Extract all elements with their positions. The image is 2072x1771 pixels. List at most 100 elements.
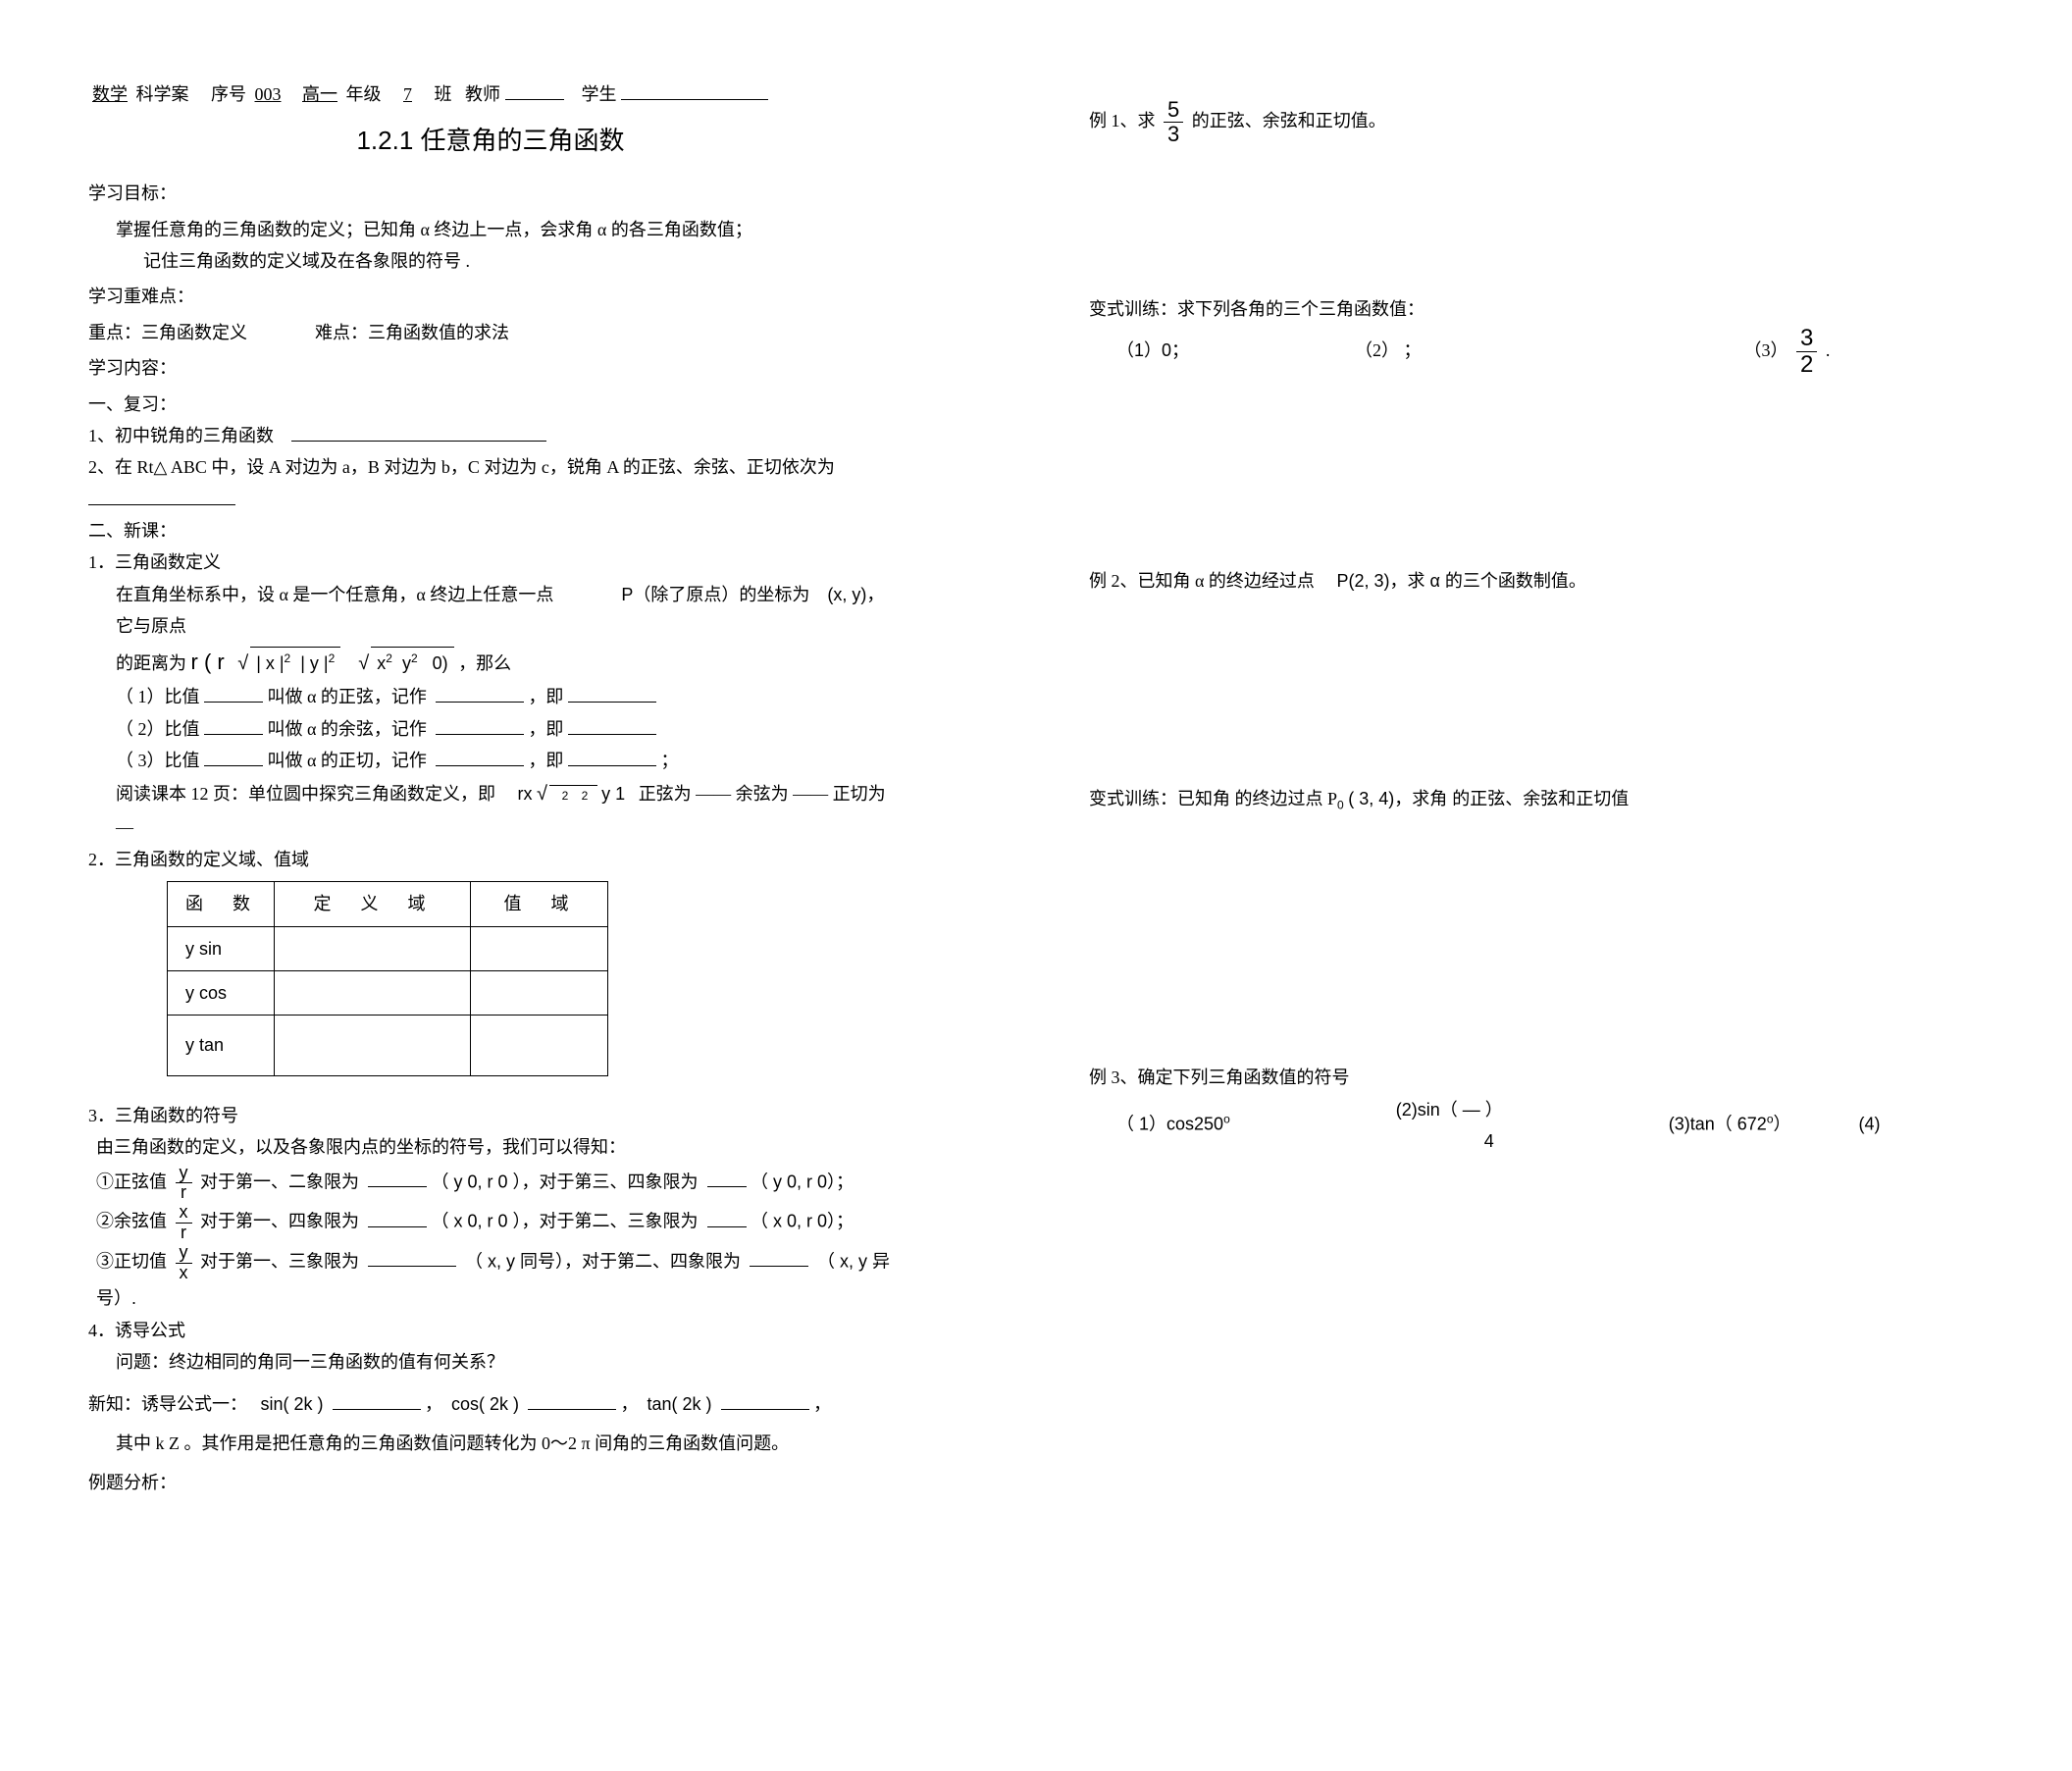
table-row: y sin <box>168 926 608 970</box>
review-2-blank <box>88 488 235 505</box>
cell <box>275 1016 471 1075</box>
var1-3n: 3 <box>1796 326 1817 352</box>
sign3-num: y <box>176 1243 192 1264</box>
table-row: y cos <box>168 970 608 1015</box>
table-row: 函 数 定 义 域 值 域 <box>168 882 608 926</box>
ex3-items: （ 1）cos250o (2)sin（ — ） 4 (3)tan（ 672o） … <box>1089 1094 2013 1158</box>
ex3-4: (4) <box>1859 1114 1881 1133</box>
induce-new: 新知：诱导公式一： sin( 2k ) ， cos( 2k ) ， tan( 2… <box>88 1388 893 1420</box>
goal-label: 学习目标： <box>88 178 893 209</box>
domain-label: 2．三角函数的定义域、值域 <box>88 844 893 875</box>
new-label: 二、新课： <box>88 515 893 547</box>
grade-suffix: 年级 <box>346 84 382 104</box>
hard: 难点：三角函数值的求法 <box>315 323 509 342</box>
ratio2-a: （ 2）比值 <box>116 719 200 739</box>
student-label: 学生 <box>582 84 617 104</box>
sign3-b: 对于第一、三象限为 <box>200 1251 359 1271</box>
difficulty-label: 学习重难点： <box>88 281 893 312</box>
sign1-den: r <box>177 1183 190 1203</box>
var2-b: ( 3, 4)，求角 的正弦、余弦和正切值 <box>1348 789 1629 808</box>
class-no: 7 <box>386 84 430 104</box>
ex3-3deg: o <box>1767 1112 1774 1125</box>
ex1-num: 5 <box>1164 98 1183 123</box>
induce-label: 4．诱导公式 <box>88 1315 893 1346</box>
sqrt2-body: x2 y2 0) <box>371 647 453 679</box>
c1: ， <box>425 1394 442 1414</box>
teacher-blank <box>505 82 564 100</box>
sign2-a: ②余弦值 <box>96 1212 167 1231</box>
ex3-2den: 4 <box>1396 1131 1494 1151</box>
focus: 重点：三角函数定义 <box>88 323 247 342</box>
sqrt2-sym <box>358 653 369 673</box>
sign-intro: 由三角函数的定义，以及各象限内点的坐标的符号，我们可以得知： <box>88 1131 893 1163</box>
sign-1: ①正弦值 yr 对于第一、二象限为 （ y 0, r 0 ），对于第三、四象限为… <box>88 1164 893 1204</box>
review-1: 1、初中锐角的三角函数 <box>88 426 274 445</box>
ratio2-b: 叫做 α 的余弦，记作 <box>268 719 427 739</box>
goal-1: 掌握任意角的三角函数的定义；已知角 α 终边上一点，会求角 α 的各三角函数值； <box>88 214 893 245</box>
variation-2: 变式训练：已知角 的终边过点 P0 ( 3, 4)，求角 的正弦、余弦和正切值 <box>1089 783 2013 816</box>
goal-2: 记住三角函数的定义域及在各象限的符号 . <box>88 245 893 277</box>
ratio3-a: （ 3）比值 <box>116 751 200 770</box>
ex3-label: 例 3、确定下列三角函数值的符号 <box>1089 1062 2013 1093</box>
seq-value: 003 <box>251 84 285 104</box>
var1-1: （1）0； <box>1116 340 1189 360</box>
sign1-b: 对于第一、二象限为 <box>200 1172 359 1191</box>
sign1-c: （ y 0, r 0 ），对于第三、四象限为 <box>432 1172 699 1191</box>
read-c: y 1 <box>601 784 625 804</box>
student-blank <box>621 82 768 100</box>
abs-y: | y | <box>300 653 328 673</box>
var1-2: （2） ； <box>1355 340 1422 360</box>
read-sqrt-body: 2 2 <box>549 785 597 807</box>
def-line1: 在直角坐标系中，设 α 是一个任意角，α 终边上任意一点 P（除了原点）的坐标为… <box>88 579 893 643</box>
th-func: 函 数 <box>168 882 275 926</box>
var1-3t: . <box>1826 340 1831 360</box>
grade-prefix: 高一 <box>298 84 341 104</box>
cell <box>471 1016 608 1075</box>
right-column: 例 1、求 53 的正弦、余弦和正切值。 变式训练：求下列各角的三个三角函数值：… <box>952 78 2013 1499</box>
induce-k: 其中 k Z 。其作用是把任意角的三角函数值问题转化为 0～2 π 间角的三角函… <box>88 1428 893 1459</box>
th-range: 值 域 <box>471 882 608 926</box>
ratio1-ji: ，即 <box>528 687 563 706</box>
def-dist-a: 的距离为 <box>116 653 186 673</box>
sign-3: ③正切值 yx 对于第一、三象限为 （ x, y 同号），对于第二、四象限为 （… <box>88 1243 893 1315</box>
variation-1: 变式训练：求下列各角的三个三角函数值： （1）0； （2） ； （3） 32 . <box>1089 293 2013 378</box>
def-line1-b: P（除了原点）的坐标为 <box>621 585 809 604</box>
ex3-2: (2)sin（ — ） <box>1396 1100 1503 1120</box>
seq-label: 序号 <box>211 84 246 104</box>
induce-cos: cos( 2k ) <box>451 1394 519 1414</box>
sign3-c: （ x, y 同号），对于第二、四象限为 <box>465 1251 741 1271</box>
table-row: y tan <box>168 1016 608 1075</box>
review-2-line: 2、在 Rt△ ABC 中，设 A 对边为 a，B 对边为 b，C 对边为 c，… <box>88 451 893 515</box>
sign2-d: （ x 0, r 0）； <box>751 1212 854 1231</box>
abs-x: | x | <box>256 653 284 673</box>
ex3-1deg: o <box>1223 1112 1230 1125</box>
ex3-3t: ） <box>1774 1114 1791 1133</box>
cell-tan: y tan <box>168 1016 275 1075</box>
ratio3-ji: ，即 <box>528 751 563 770</box>
examples-label: 例题分析： <box>88 1467 893 1498</box>
sign-label: 3．三角函数的符号 <box>88 1100 893 1131</box>
var1-items: （1）0； （2） ； （3） 32 . <box>1089 326 2013 379</box>
focus-line: 重点：三角函数定义 难点：三角函数值的求法 <box>88 317 893 348</box>
sign2-den: r <box>177 1224 190 1243</box>
ex2-a: 例 2、已知角 α 的终边经过点 <box>1089 571 1315 591</box>
page-title: 1.2.1 任意角的三角函数 <box>88 118 893 164</box>
page-root: 数学 科学案 序号 003 高一 年级 7 班 教师 学生 1.2.1 任意角的… <box>0 0 2072 1558</box>
subject-suffix: 科学案 <box>136 84 189 104</box>
cell-cos: y cos <box>168 970 275 1015</box>
ex3-3: (3)tan（ 672 <box>1669 1114 1767 1133</box>
sign2-b: 对于第一、四象限为 <box>200 1212 359 1231</box>
sign2-c: （ x 0, r 0 ），对于第二、三象限为 <box>432 1212 699 1231</box>
ratio1-a: （ 1）比值 <box>116 687 200 706</box>
review-1-blank <box>291 424 546 442</box>
def-line1-a: 在直角坐标系中，设 α 是一个任意角，α 终边上任意一点 <box>116 585 553 604</box>
sign1-a: ①正弦值 <box>96 1172 167 1191</box>
induce-tan: tan( 2k ) <box>648 1394 712 1414</box>
sqrt1-sym <box>237 653 248 673</box>
left-column: 数学 科学案 序号 003 高一 年级 7 班 教师 学生 1.2.1 任意角的… <box>88 78 893 1499</box>
read-a: 阅读课本 12 页：单位圆中探究三角函数定义，即 <box>116 784 495 804</box>
read-b: rx <box>518 784 533 804</box>
teacher-label: 教师 <box>465 84 500 104</box>
ex3-1: （ 1）cos250 <box>1116 1114 1223 1133</box>
read-line: 阅读课本 12 页：单位圆中探究三角函数定义，即 rx 2 2 y 1 正弦为 … <box>88 776 893 843</box>
